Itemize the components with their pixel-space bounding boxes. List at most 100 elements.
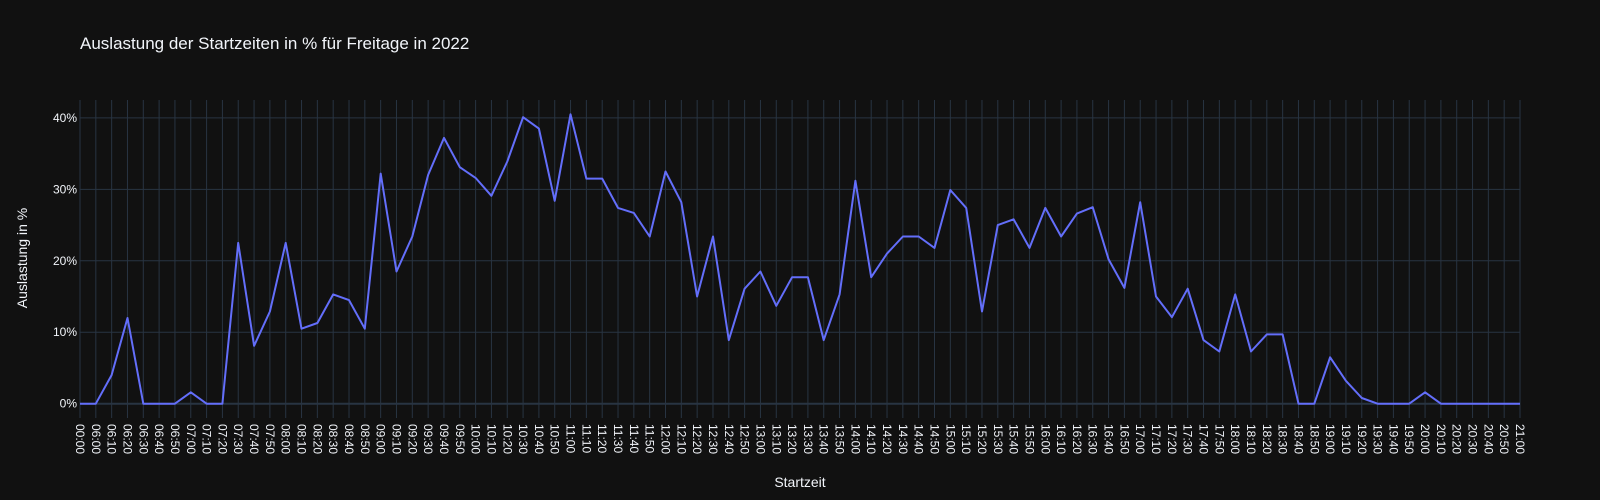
y-tick-label: 10% xyxy=(53,325,77,339)
x-tick-label: 13:20 xyxy=(785,424,799,454)
x-tick-label: 08:20 xyxy=(310,424,324,454)
x-tick-label: 09:10 xyxy=(389,424,403,454)
x-tick-label: 16:00 xyxy=(1038,424,1052,454)
x-tick-label: 18:00 xyxy=(1228,424,1242,454)
x-tick-label: 08:10 xyxy=(295,424,309,454)
x-tick-label: 14:20 xyxy=(880,424,894,454)
chart-title: Auslastung der Startzeiten in % für Frei… xyxy=(80,34,469,53)
x-tick-label: 12:30 xyxy=(706,424,720,454)
x-tick-label: 07:10 xyxy=(200,424,214,454)
x-tick-label: 17:10 xyxy=(1149,424,1163,454)
x-tick-label: 13:40 xyxy=(817,424,831,454)
y-tick-label: 40% xyxy=(53,111,77,125)
y-tick-label: 20% xyxy=(53,254,77,268)
x-tick-label: 12:40 xyxy=(722,424,736,454)
x-tick-label: 06:30 xyxy=(136,424,150,454)
x-tick-label: 10:40 xyxy=(532,424,546,454)
x-tick-label: 15:50 xyxy=(1022,424,1036,454)
x-tick-label: 07:00 xyxy=(184,424,198,454)
x-tick-label: 06:10 xyxy=(105,424,119,454)
x-tick-label: 13:30 xyxy=(801,424,815,454)
x-tick-label: 19:30 xyxy=(1371,424,1385,454)
x-tick-label: 17:40 xyxy=(1197,424,1211,454)
x-tick-label: 13:50 xyxy=(833,424,847,454)
x-tick-label: 10:00 xyxy=(469,424,483,454)
x-tick-label: 13:10 xyxy=(769,424,783,454)
x-tick-label: 18:10 xyxy=(1244,424,1258,454)
gridlines xyxy=(79,100,1521,418)
x-tick-label: 11:30 xyxy=(611,424,625,453)
x-tick-label: 14:50 xyxy=(928,424,942,454)
x-tick-label: 09:40 xyxy=(437,424,451,454)
y-tick-label: 0% xyxy=(60,397,78,411)
x-tick-label: 17:00 xyxy=(1133,424,1147,454)
x-tick-label: 20:20 xyxy=(1450,424,1464,454)
x-tick-label: 15:10 xyxy=(959,424,973,454)
x-tick-label: 09:30 xyxy=(421,424,435,454)
x-tick-label: 20:50 xyxy=(1497,424,1511,454)
x-tick-label: 19:20 xyxy=(1355,424,1369,454)
y-tick-label: 30% xyxy=(53,182,77,196)
x-tick-label: 19:50 xyxy=(1402,424,1416,454)
x-tick-label: 14:40 xyxy=(912,424,926,454)
x-tick-label: 07:30 xyxy=(231,424,245,454)
x-tick-label: 11:00 xyxy=(564,424,578,453)
x-tick-label: 12:10 xyxy=(674,424,688,454)
x-tick-label: 19:10 xyxy=(1339,424,1353,454)
x-tick-label: 06:50 xyxy=(168,424,182,454)
x-tick-label: 16:10 xyxy=(1054,424,1068,454)
x-tick-label: 19:00 xyxy=(1323,424,1337,454)
x-tick-label: 07:50 xyxy=(263,424,277,454)
x-tick-label: 15:00 xyxy=(943,424,957,454)
x-axis-title: Startzeit xyxy=(774,474,825,490)
x-tick-label: 14:10 xyxy=(864,424,878,454)
x-tick-label: 14:30 xyxy=(896,424,910,454)
x-tick-label: 16:40 xyxy=(1102,424,1116,454)
y-axis-title: Auslastung in % xyxy=(14,208,30,308)
x-tick-label: 07:20 xyxy=(215,424,229,454)
x-tick-label: 06:20 xyxy=(120,424,134,454)
x-tick-label: 18:50 xyxy=(1307,424,1321,454)
x-tick-label: 12:00 xyxy=(658,424,672,454)
x-tick-label: 09:50 xyxy=(453,424,467,454)
x-tick-label: 20:00 xyxy=(1418,424,1432,454)
x-tick-label: 16:50 xyxy=(1117,424,1131,454)
x-tick-label: 06:40 xyxy=(152,424,166,454)
x-tick-label: 08:30 xyxy=(326,424,340,454)
x-tick-label: 08:40 xyxy=(342,424,356,454)
x-tick-label: 08:00 xyxy=(279,424,293,454)
x-tick-label: 11:50 xyxy=(643,424,657,453)
x-tick-label: 18:20 xyxy=(1260,424,1274,454)
x-tick-label: 12:50 xyxy=(738,424,752,454)
x-tick-label: 17:30 xyxy=(1181,424,1195,454)
y-axis-ticks: 0% 10% 20% 30% 40% xyxy=(53,111,77,411)
x-tick-label: 00:00 xyxy=(73,424,87,454)
series-line xyxy=(80,113,1520,405)
x-tick-label: 10:20 xyxy=(500,424,514,454)
x-tick-label: 11:10 xyxy=(579,424,593,453)
x-tick-label: 06:00 xyxy=(89,424,103,454)
x-tick-label: 20:30 xyxy=(1466,424,1480,454)
x-tick-label: 12:20 xyxy=(690,424,704,454)
x-tick-label: 15:30 xyxy=(991,424,1005,454)
x-tick-label: 09:20 xyxy=(405,424,419,454)
x-tick-label: 11:40 xyxy=(627,424,641,453)
x-tick-label: 17:20 xyxy=(1165,424,1179,454)
x-tick-label: 07:40 xyxy=(247,424,261,454)
x-tick-label: 09:00 xyxy=(374,424,388,454)
x-tick-label: 10:30 xyxy=(516,424,530,454)
x-tick-label: 10:50 xyxy=(548,424,562,454)
x-tick-label: 11:20 xyxy=(595,424,609,453)
x-tick-label: 10:10 xyxy=(484,424,498,454)
x-tick-label: 15:20 xyxy=(975,424,989,454)
x-tick-label: 18:30 xyxy=(1276,424,1290,454)
x-tick-label: 21:00 xyxy=(1513,424,1527,454)
x-tick-label: 19:40 xyxy=(1386,424,1400,454)
x-axis-ticks: 00:00 06:00 06:10 06:20 06:30 06:40 06:50 07:00… xyxy=(73,424,1527,454)
x-tick-label: 08:50 xyxy=(358,424,372,454)
x-tick-label: 15:40 xyxy=(1007,424,1021,454)
x-tick-label: 20:10 xyxy=(1434,424,1448,454)
x-tick-label: 20:40 xyxy=(1481,424,1495,454)
x-tick-label: 18:40 xyxy=(1291,424,1305,454)
